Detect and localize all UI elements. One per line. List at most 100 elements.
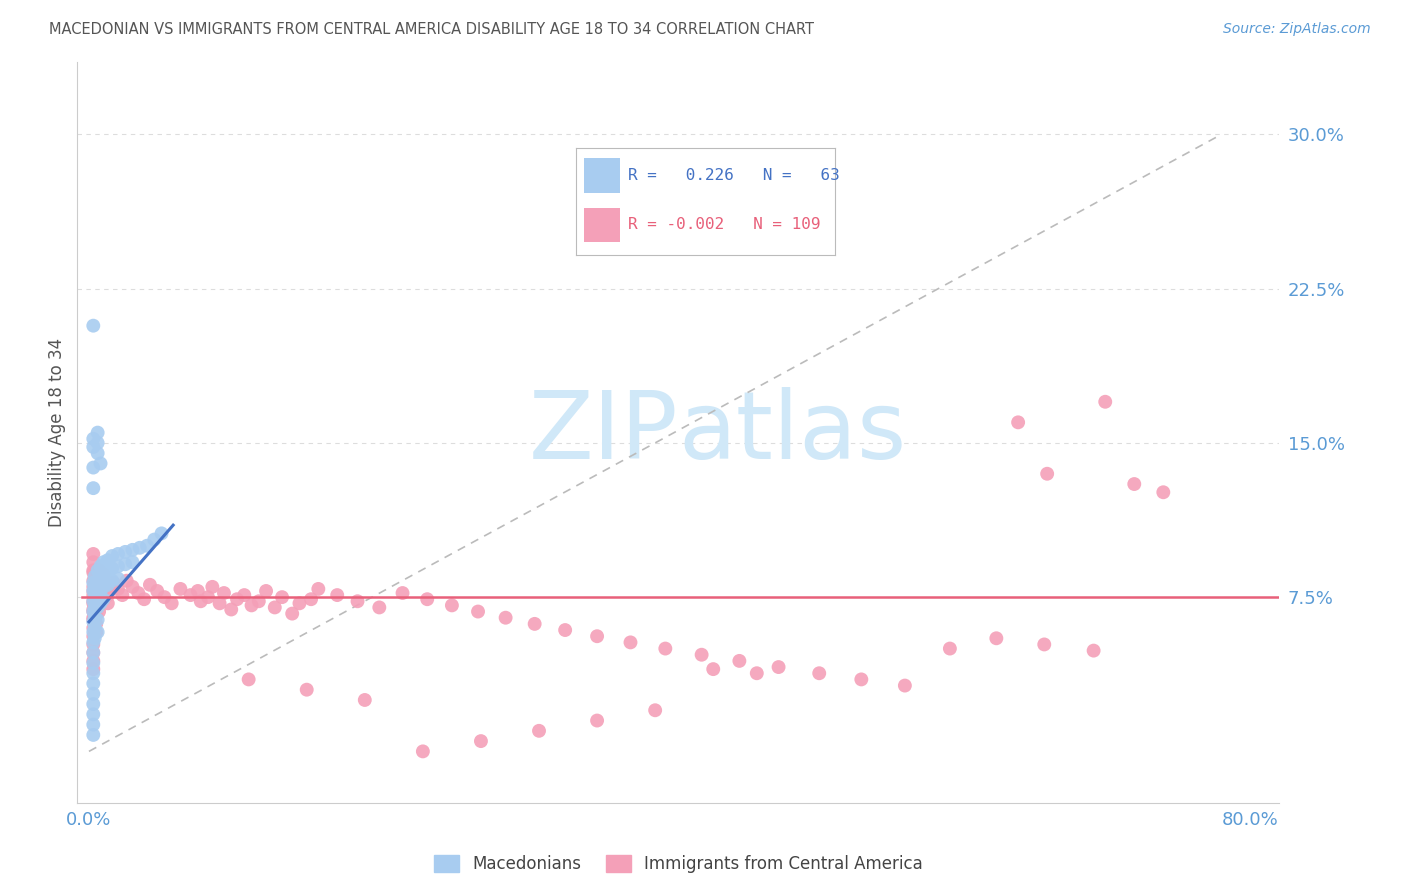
Y-axis label: Disability Age 18 to 34: Disability Age 18 to 34 (48, 338, 66, 527)
Point (82, 584, 104, 599)
Point (82, 646, 104, 660)
Point (702, 662, 724, 676)
Point (82, 481, 104, 495)
Point (153, 590, 176, 604)
Point (82, 605, 104, 619)
Point (1036, 467, 1059, 481)
Point (87, 596, 110, 610)
Point (84, 584, 107, 599)
Point (97, 578, 120, 592)
Point (84, 625, 107, 640)
Point (226, 592, 249, 607)
Point (115, 574, 138, 588)
Point (82, 566, 104, 580)
Point (82, 574, 104, 588)
Point (87, 588, 110, 602)
Point (654, 641, 676, 656)
Legend: Macedonians, Immigrants from Central America: Macedonians, Immigrants from Central Ame… (427, 848, 929, 880)
Point (939, 641, 962, 656)
Point (84, 592, 107, 607)
Point (93, 567, 115, 582)
Point (160, 596, 183, 610)
Point (82, 575, 104, 590)
Point (93, 567, 115, 582)
Point (440, 599, 463, 613)
Point (107, 582, 129, 596)
Point (107, 559, 129, 574)
Point (467, 605, 489, 619)
Point (644, 703, 666, 717)
Point (93, 575, 115, 590)
Point (82, 629, 104, 643)
Point (82, 666, 104, 681)
Text: atlas: atlas (679, 386, 907, 479)
Point (82, 584, 104, 599)
Point (238, 673, 260, 687)
Point (82, 654, 104, 668)
Point (86, 613, 108, 627)
Point (745, 666, 768, 681)
Point (107, 572, 129, 586)
Point (87, 605, 110, 619)
Point (212, 586, 235, 600)
Point (82, 707, 104, 722)
Point (143, 533, 166, 547)
Point (391, 586, 413, 600)
Point (82, 594, 104, 608)
Point (82, 662, 104, 676)
Point (263, 600, 285, 615)
Point (523, 616, 546, 631)
Point (84, 616, 107, 631)
Point (86, 436, 108, 450)
Point (82, 555, 104, 569)
Point (93, 592, 115, 607)
Point (93, 555, 115, 569)
Point (281, 607, 304, 621)
Point (851, 673, 873, 687)
Point (247, 594, 270, 608)
Point (86, 600, 108, 615)
Point (107, 547, 129, 561)
Point (83, 632, 105, 646)
Text: ZIP: ZIP (529, 386, 679, 479)
Point (114, 545, 136, 559)
Point (121, 555, 143, 569)
Point (495, 611, 517, 625)
Point (82, 625, 104, 640)
Point (82, 676, 104, 690)
Point (82, 547, 104, 561)
Point (82, 646, 104, 660)
Point (82, 318, 104, 333)
Point (728, 654, 751, 668)
Point (97, 588, 120, 602)
Point (353, 693, 375, 707)
Point (101, 561, 124, 575)
Point (101, 549, 124, 563)
Point (201, 580, 224, 594)
Point (82, 611, 104, 625)
Point (586, 629, 609, 643)
Point (82, 602, 104, 616)
Point (82, 621, 104, 635)
Point (190, 594, 212, 608)
Point (82, 687, 104, 701)
Text: Source: ZipAtlas.com: Source: ZipAtlas.com (1223, 22, 1371, 37)
Point (90, 457, 112, 471)
Point (326, 588, 349, 602)
Point (97, 566, 120, 580)
Point (470, 734, 492, 748)
Point (84, 608, 107, 623)
Point (1094, 394, 1116, 409)
Point (150, 526, 173, 541)
Point (83, 590, 105, 604)
Point (1083, 643, 1105, 657)
Point (83, 621, 105, 635)
Point (90, 596, 112, 610)
Point (1123, 477, 1146, 491)
Point (82, 460, 104, 475)
Point (83, 600, 105, 615)
Point (1033, 637, 1056, 651)
Point (114, 558, 136, 572)
Point (233, 588, 256, 602)
Point (240, 599, 263, 613)
